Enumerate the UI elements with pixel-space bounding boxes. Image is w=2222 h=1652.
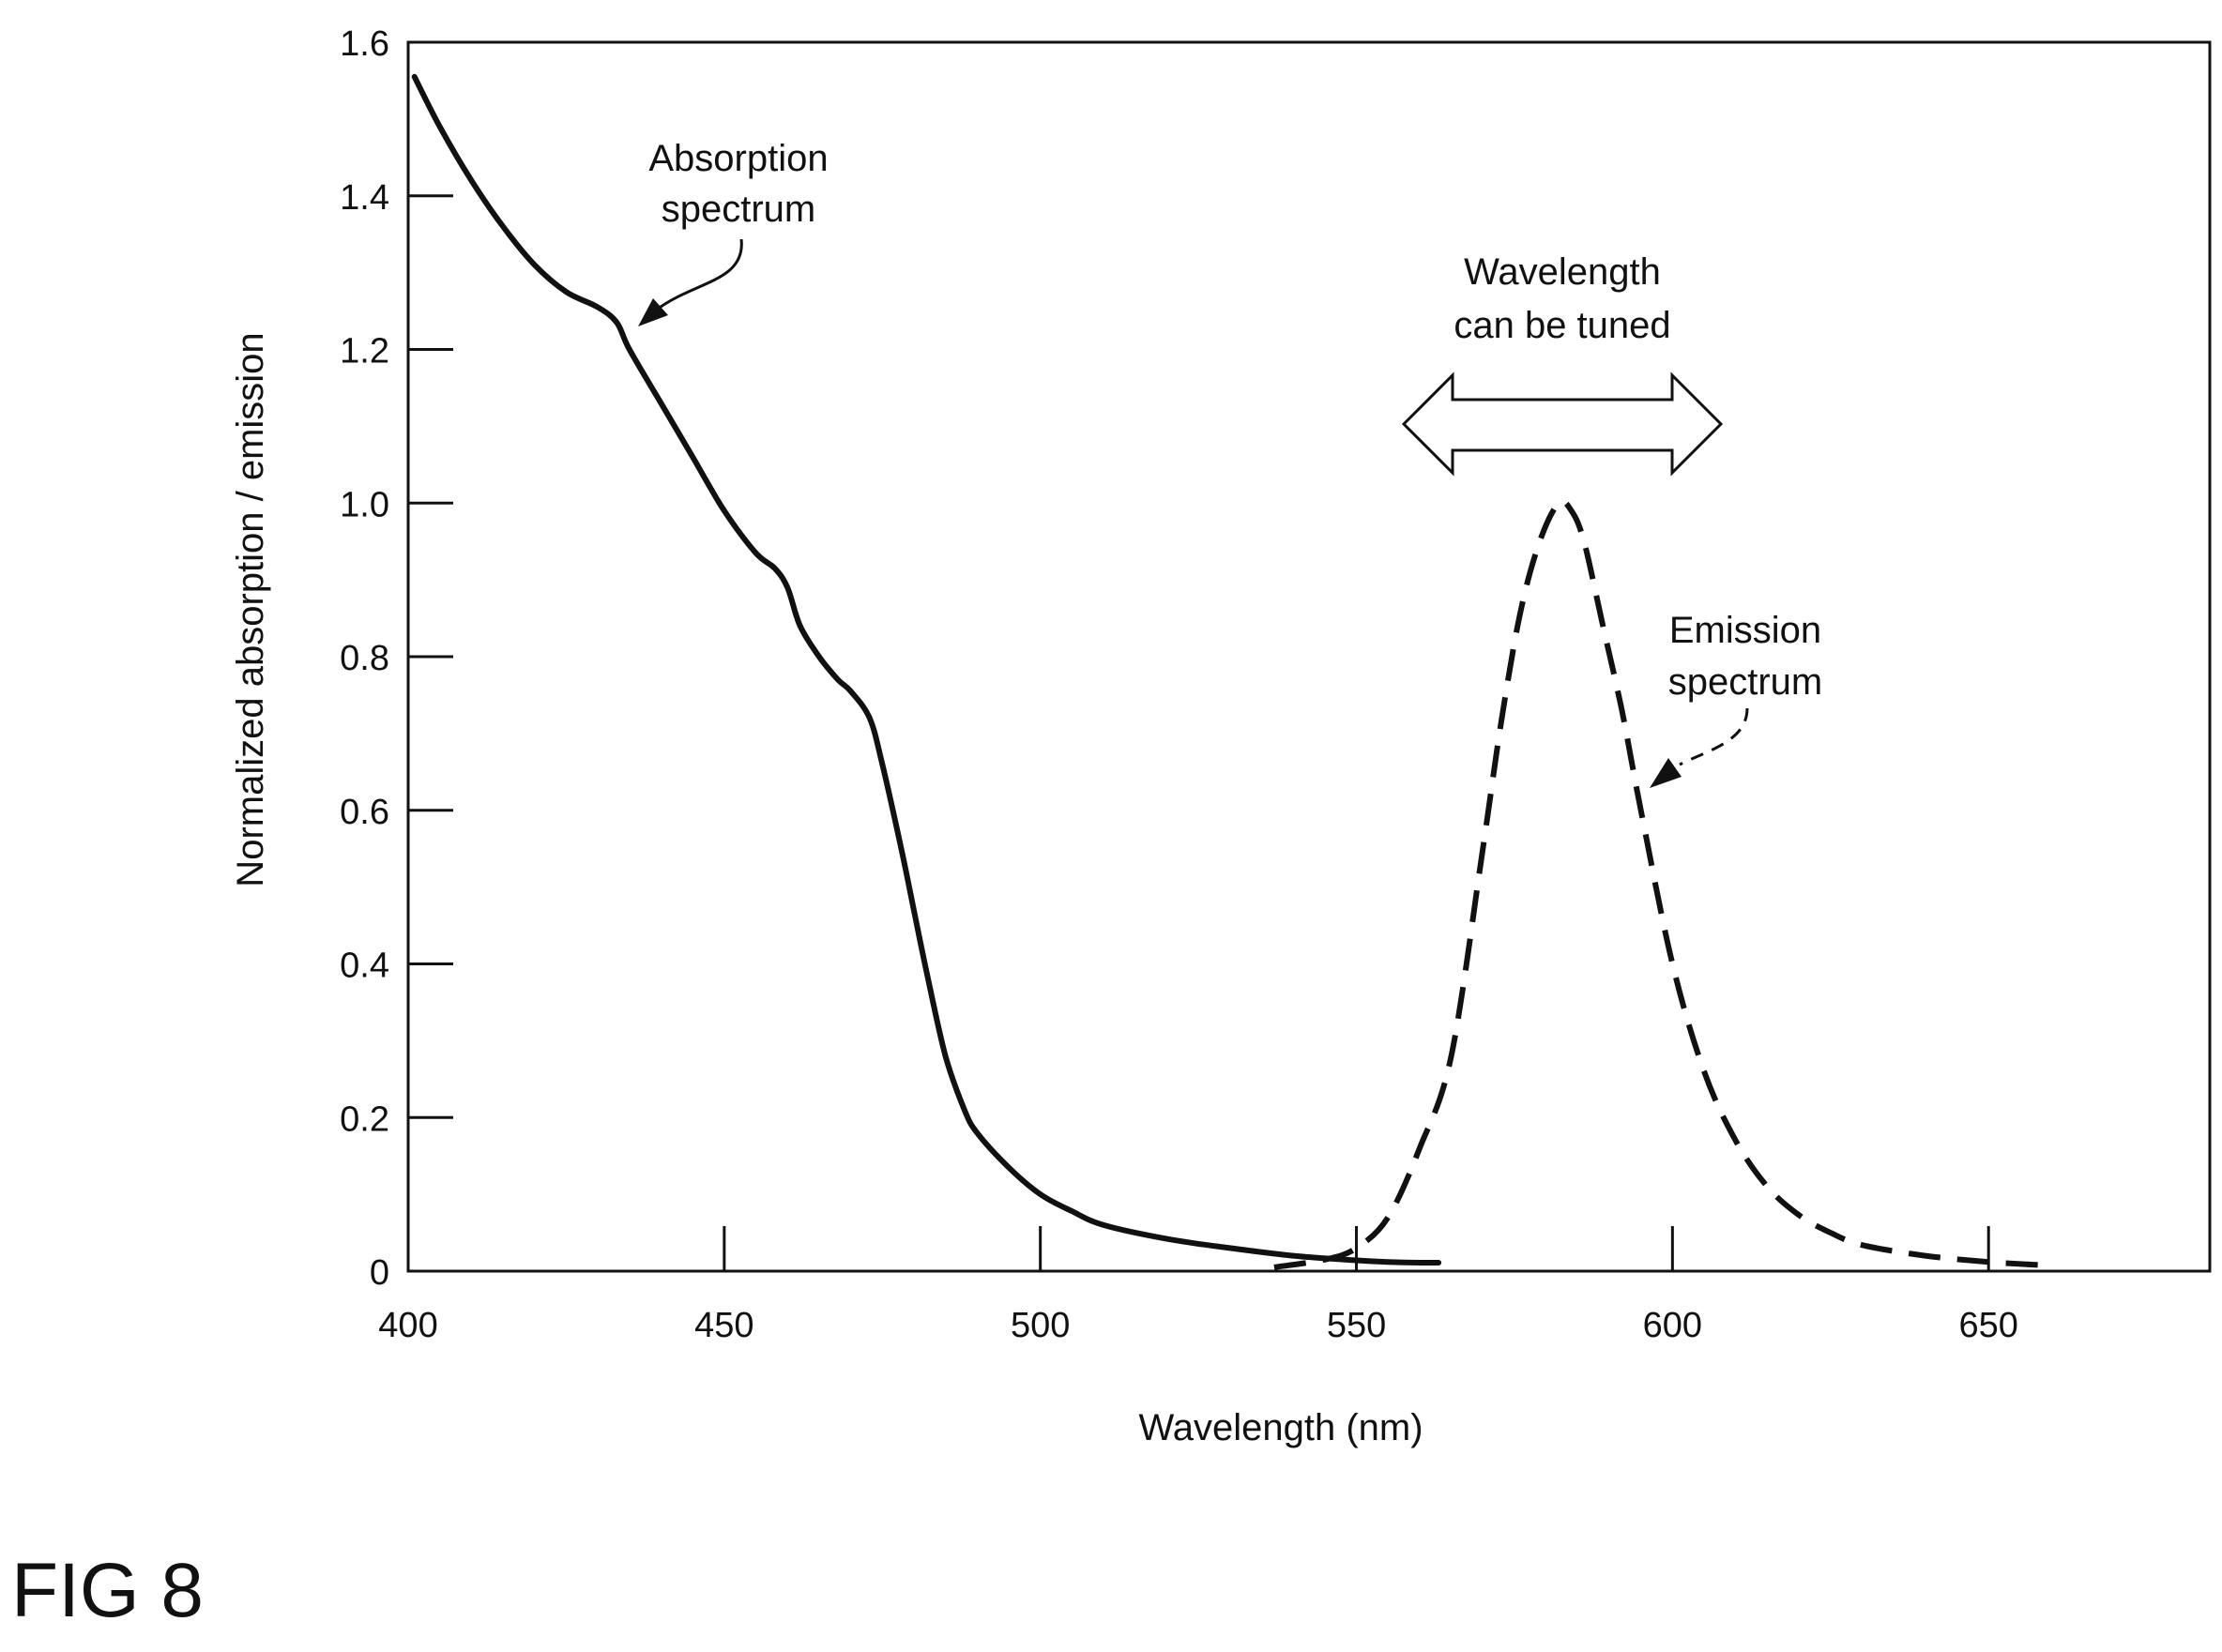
y-tick-label: 0: [370, 1253, 389, 1293]
tuning-annotation: Wavelength can be tuned: [1401, 251, 1724, 477]
svg-text:Absorption: Absorption: [648, 138, 828, 179]
svg-text:Wavelength: Wavelength: [1464, 251, 1661, 293]
x-tick-label: 400: [378, 1306, 437, 1345]
x-tick-label: 500: [1011, 1306, 1070, 1345]
y-tick-label: 0.8: [340, 639, 389, 678]
svg-text:spectrum: spectrum: [662, 189, 816, 230]
y-tick-label: 1.2: [340, 332, 389, 371]
x-tick-label: 650: [1959, 1306, 2018, 1345]
emission-series-line: [1273, 498, 2040, 1270]
double-arrow-icon: [1401, 371, 1724, 477]
x-axis-title: Wavelength (nm): [1138, 1407, 1423, 1448]
svg-text:can be tuned: can be tuned: [1453, 305, 1670, 346]
y-tick-label: 0.4: [340, 947, 389, 986]
absorption-arrow-head: [638, 298, 668, 326]
y-tick-label: 1.4: [340, 178, 389, 218]
x-tick-label: 600: [1643, 1306, 1702, 1345]
absorption-annotation: Absorption spectrum: [638, 138, 829, 326]
emission-annotation: Emission spectrum: [1650, 610, 1822, 788]
svg-text:spectrum: spectrum: [1668, 661, 1823, 703]
y-tick-label: 0.2: [340, 1099, 389, 1139]
y-axis-title: Normalized absorption / emission: [230, 332, 271, 887]
y-tick-label: 0.6: [340, 793, 389, 832]
x-axis-ticks: 400 450 500 550 600 650: [378, 1226, 2018, 1345]
x-tick-label: 450: [694, 1306, 753, 1345]
figure-label: FIG 8: [11, 1548, 205, 1633]
y-tick-label: 1.0: [340, 485, 389, 524]
x-tick-label: 550: [1327, 1306, 1386, 1345]
svg-text:Emission: Emission: [1669, 610, 1821, 651]
y-tick-label: 1.6: [340, 24, 389, 64]
emission-arrow-head: [1650, 758, 1682, 788]
absorption-series-line: [411, 73, 1442, 1266]
y-axis-ticks: 0 0.2 0.4 0.6 0.8 1.0 1.2 1.4 1.6: [340, 24, 453, 1293]
